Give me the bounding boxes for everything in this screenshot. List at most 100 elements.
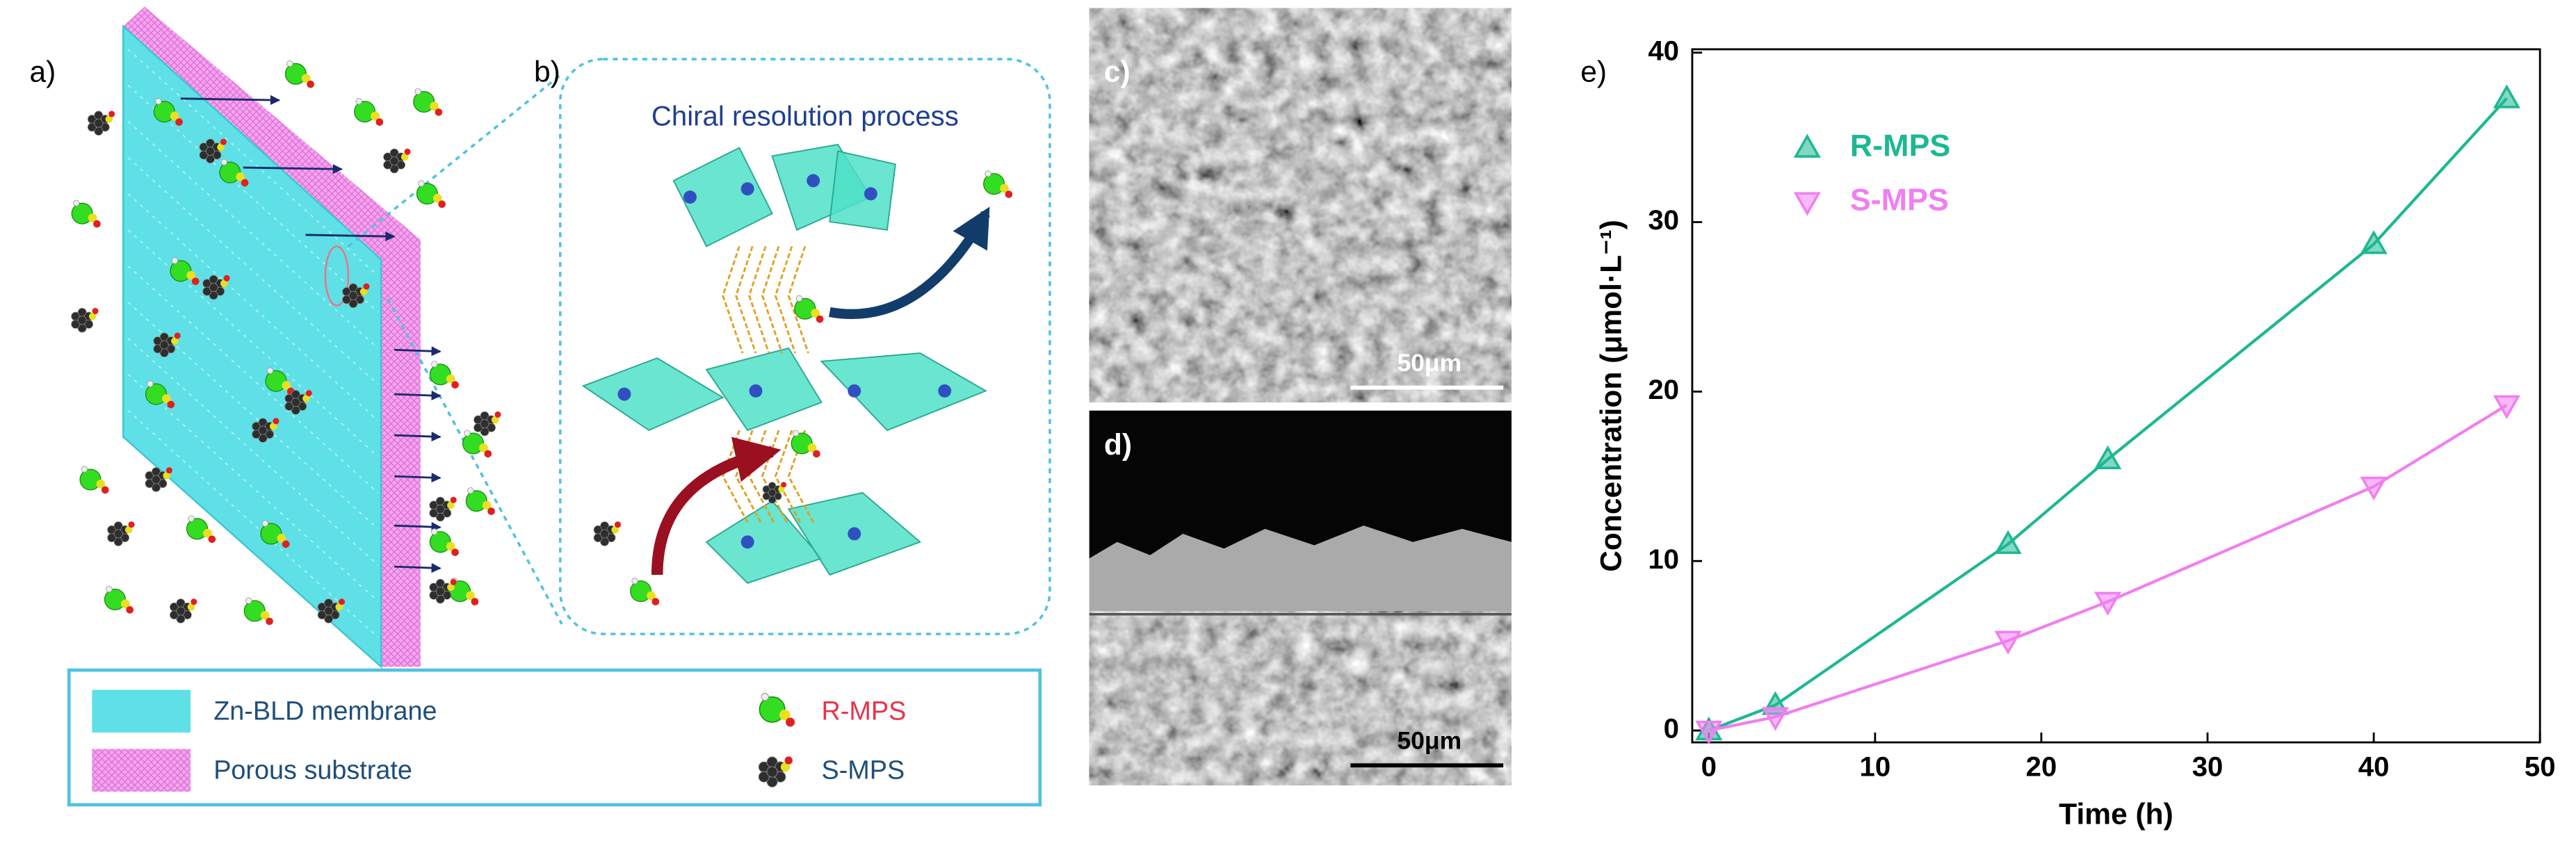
molecule-sulfur	[811, 309, 820, 318]
legend-label: R-MPS	[1850, 128, 1951, 163]
linker-chain	[722, 246, 744, 354]
molecule-atom	[182, 610, 192, 620]
molecule-oxygen	[435, 108, 443, 116]
data-point	[2493, 395, 2520, 420]
molecule-atom	[317, 610, 327, 620]
membrane-lattice	[127, 410, 379, 638]
molecule-atom	[77, 316, 87, 325]
molecule-oxygen	[451, 381, 459, 389]
molecule-oxygen	[651, 598, 660, 605]
data-point	[1994, 630, 2022, 655]
molecule-oxygen	[128, 521, 135, 528]
plot-frame	[1691, 48, 2541, 744]
molecule-ring	[794, 297, 816, 320]
molecule-h	[467, 487, 474, 494]
molecule-atom	[87, 122, 97, 132]
metal-node	[740, 182, 754, 196]
molecule-h	[431, 528, 438, 535]
y-tick-label: 40	[1648, 35, 1679, 66]
molecule-atom	[768, 489, 777, 497]
membrane-lattice	[127, 157, 379, 385]
molecule-atom	[212, 150, 222, 160]
legend-label: S-MPS	[822, 756, 905, 785]
molecule-ring	[243, 600, 266, 622]
legend-marker	[1793, 192, 1821, 216]
molecule-sulfur	[446, 374, 455, 384]
molecule-atom	[113, 529, 123, 539]
molecule-sulfur	[778, 486, 785, 493]
r-mps-molecule	[153, 98, 183, 126]
molecule-atom	[342, 295, 352, 304]
molecule-atom	[158, 479, 168, 489]
zoom-line	[387, 298, 563, 625]
molecule-h	[245, 597, 252, 604]
transport-arrow	[394, 473, 442, 483]
molecule-atom	[107, 533, 117, 543]
molecule-h	[464, 430, 471, 436]
sem-cross-section	[1089, 611, 1512, 785]
s-mps-molecule	[170, 598, 197, 623]
panel-label: c)	[1104, 56, 1131, 89]
s-mps-molecule	[71, 308, 99, 333]
molecule-atom	[291, 398, 300, 407]
transport-arrow	[180, 95, 281, 106]
r-mps-molecule	[429, 528, 459, 556]
r-mps-molecule	[71, 199, 101, 228]
metal-node	[749, 384, 763, 398]
molecule-h	[418, 180, 425, 187]
series-line	[1708, 97, 2508, 732]
r-mps-molecule	[465, 487, 495, 515]
transport-arrow	[394, 390, 442, 401]
molecule-h	[81, 466, 88, 473]
molecule-h	[261, 520, 269, 527]
molecule-atom	[252, 430, 261, 439]
panel-title: Chiral resolution process	[651, 101, 959, 132]
molecule-atom	[265, 430, 274, 439]
molecule-oxygen	[108, 111, 115, 117]
scale-bar-label: 50μm	[1398, 726, 1462, 754]
molecule-oxygen	[223, 275, 230, 281]
sem-rough-layer	[1089, 525, 1512, 624]
r-mps-molecule	[284, 60, 314, 88]
metal-node	[617, 387, 631, 401]
r-mps-molecule	[462, 430, 492, 458]
molecule-sulfur	[187, 603, 195, 611]
r-mps-molecule	[794, 295, 824, 323]
r-mps-molecule	[449, 578, 479, 605]
molecule-atom	[487, 423, 496, 432]
legend-swatch-substrate	[92, 749, 191, 792]
data-point	[1695, 720, 1723, 745]
molecule-sulfur	[479, 443, 488, 452]
r-mps-molecule	[791, 430, 820, 458]
transport-arrow	[394, 432, 442, 442]
molecule-h	[431, 361, 438, 368]
molecule-sulfur	[446, 541, 455, 551]
s-mps-molecule	[383, 148, 411, 174]
molecule-atom	[206, 146, 215, 156]
molecule-atom	[758, 771, 770, 783]
molecule-oxygen	[305, 390, 312, 397]
molecule-ring	[429, 364, 451, 386]
legend-label: Porous substrate	[213, 756, 412, 785]
x-tick-label: 20	[2026, 751, 2057, 782]
molecule-sulfur	[400, 153, 409, 161]
molecule-sulfur	[647, 591, 656, 601]
molecule-sulfur	[432, 193, 442, 203]
molecule-sulfur	[260, 611, 270, 620]
molecule-atom	[216, 286, 225, 296]
sem-top-view	[1089, 8, 1512, 402]
molecule-oxygen	[191, 598, 197, 605]
x-tick-label: 10	[1860, 751, 1891, 782]
molecule-atom	[606, 533, 616, 543]
membrane-lattice	[127, 338, 379, 566]
linker-chain	[748, 246, 770, 354]
molecule-h	[414, 88, 421, 95]
molecule-oxygen	[471, 598, 479, 605]
molecule-h	[106, 585, 113, 593]
metal-node	[683, 190, 697, 204]
x-axis-label: Time (h)	[2059, 798, 2173, 831]
s-mps-molecule	[762, 482, 787, 504]
molecule-h	[155, 98, 162, 105]
